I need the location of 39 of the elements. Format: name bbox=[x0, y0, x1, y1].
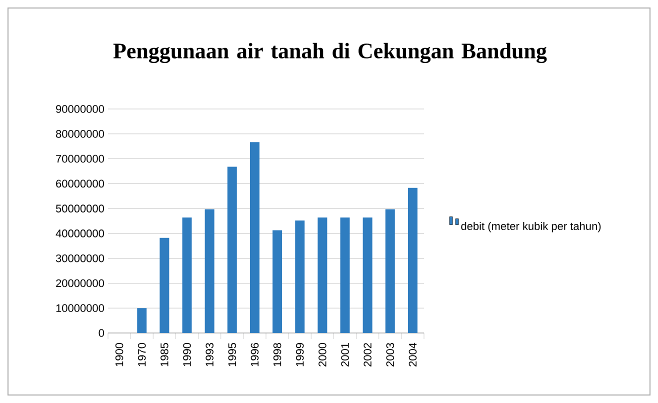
bar bbox=[340, 218, 350, 333]
x-tick-label: 2001 bbox=[341, 343, 349, 366]
x-tick-label: 1900 bbox=[115, 342, 124, 366]
y-tick-label: 80000000 bbox=[56, 130, 104, 138]
y-tick-label: 30000000 bbox=[56, 254, 104, 262]
y-tick-label: 10000000 bbox=[56, 304, 104, 312]
bar bbox=[295, 220, 305, 333]
bar bbox=[318, 218, 328, 333]
x-tick-label: 2000 bbox=[318, 342, 326, 366]
bar bbox=[362, 218, 372, 333]
x-tick-label: 1993 bbox=[206, 343, 214, 366]
x-tick-label: 2003 bbox=[386, 343, 394, 366]
y-tick-label: 50000000 bbox=[56, 204, 104, 212]
x-tick-label: 1990 bbox=[183, 342, 191, 366]
bar bbox=[137, 308, 147, 333]
x-tick-label: 1999 bbox=[296, 343, 304, 366]
x-tick-label: 1995 bbox=[228, 342, 236, 366]
bar bbox=[272, 230, 282, 333]
x-tick-label: 1998 bbox=[273, 343, 282, 366]
y-tick-label: 70000000 bbox=[56, 154, 104, 163]
bar bbox=[408, 188, 418, 333]
bar bbox=[182, 218, 192, 333]
x-tick-label: 1985 bbox=[160, 342, 168, 366]
x-tick-label: 2004 bbox=[408, 342, 417, 366]
x-tick-label: 1996 bbox=[250, 343, 259, 366]
bar bbox=[385, 209, 395, 333]
chart-title: Penggunaan air tanah di Cekungan Bandung bbox=[113, 42, 547, 64]
y-tick-label: 60000000 bbox=[56, 180, 104, 188]
bar bbox=[227, 166, 237, 333]
y-tick-label: 20000000 bbox=[56, 279, 104, 288]
bar bbox=[204, 209, 214, 333]
y-tick-label: 0 bbox=[98, 329, 104, 337]
x-tick-label: 1970 bbox=[138, 342, 146, 366]
y-tick-label: 90000000 bbox=[56, 105, 104, 113]
bar bbox=[250, 142, 260, 333]
bar bbox=[160, 238, 170, 333]
y-tick-label: 40000000 bbox=[56, 230, 104, 238]
x-tick-label: 2002 bbox=[364, 343, 372, 366]
legend-label: debit (meter kubik per tahun) bbox=[461, 222, 601, 232]
